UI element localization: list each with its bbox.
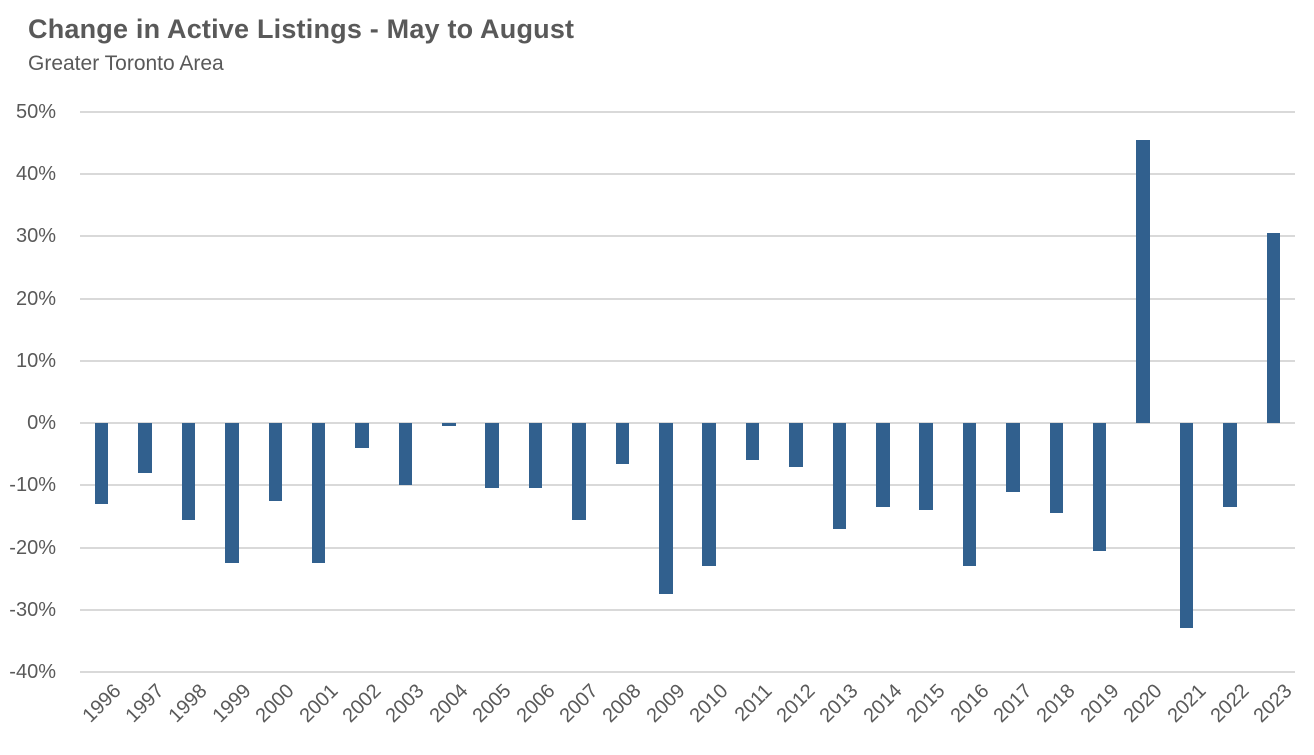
x-tick-label: 2000 (251, 680, 299, 728)
bar-2007 (572, 423, 586, 520)
x-tick-label: 2019 (1076, 680, 1124, 728)
x-tick-label: 1997 (121, 680, 169, 728)
y-tick-label: -30% (9, 598, 56, 621)
x-tick-label: 2009 (642, 680, 690, 728)
bar-2005 (485, 423, 499, 489)
x-tick-label: 2014 (859, 680, 907, 728)
bar-2021 (1179, 423, 1194, 629)
plot-area (80, 111, 1295, 673)
gridline--30% (80, 608, 1295, 611)
x-tick-label: 2003 (381, 680, 429, 728)
x-tick-label: 2010 (685, 680, 733, 728)
bar-2011 (745, 423, 760, 461)
x-tick-label: 2015 (902, 680, 950, 728)
x-tick-label: 2013 (815, 680, 863, 728)
bar-1997 (138, 423, 152, 473)
bar-1996 (94, 423, 109, 504)
gridline-30% (80, 235, 1295, 238)
bar-2020 (1136, 140, 1150, 424)
x-tick-label: 2008 (598, 680, 646, 728)
bar-1999 (225, 423, 239, 564)
bar-2018 (1049, 423, 1064, 514)
gridline-0% (80, 422, 1295, 425)
bar-2013 (832, 423, 847, 529)
y-tick-label: -10% (9, 474, 56, 497)
bar-2006 (528, 423, 543, 489)
gridline--40% (80, 671, 1295, 673)
x-tick-label: 2021 (1163, 680, 1211, 728)
y-tick-label: 30% (15, 225, 56, 248)
y-tick-label: 20% (15, 287, 56, 310)
gridline-50% (80, 111, 1295, 113)
x-tick-label: 1996 (78, 680, 126, 728)
bar-2001 (311, 423, 326, 564)
x-tick-label: 2020 (1119, 680, 1167, 728)
bar-2023 (1266, 233, 1281, 424)
bar-2010 (702, 423, 716, 567)
bar-2012 (789, 423, 803, 467)
x-tick-label: 1998 (165, 680, 213, 728)
x-tick-label: 2006 (512, 680, 560, 728)
gridline-20% (80, 297, 1295, 300)
bar-2009 (659, 423, 673, 595)
gridline--20% (80, 546, 1295, 549)
gridline--10% (80, 484, 1295, 487)
bar-2017 (1006, 423, 1020, 492)
y-axis-labels: 50% 40% 30% 20% 10% 0% -10% -20% -30% -40% (0, 101, 56, 683)
bar-2008 (615, 423, 630, 464)
gridline-10% (80, 359, 1295, 362)
y-tick-label: 0% (27, 412, 56, 435)
bar-2014 (876, 423, 890, 508)
bar-2016 (962, 423, 977, 567)
gridline-40% (80, 173, 1295, 176)
chart-subtitle: Greater Toronto Area (28, 52, 224, 75)
x-tick-label: 2012 (772, 680, 820, 728)
bar-2003 (398, 423, 413, 486)
chart-title: Change in Active Listings - May to Augus… (28, 14, 575, 44)
bar-2022 (1223, 423, 1237, 508)
x-tick-label: 2022 (1206, 680, 1254, 728)
y-tick-label: 10% (15, 349, 56, 372)
x-tick-label: 2004 (425, 680, 473, 728)
x-tick-label: 2007 (555, 680, 603, 728)
x-tick-label: 2005 (468, 680, 516, 728)
x-tick-label: 1999 (208, 680, 256, 728)
x-tick-label: 2002 (338, 680, 386, 728)
y-tick-label: 40% (15, 163, 56, 186)
bar-1998 (181, 423, 196, 520)
x-tick-label: 2016 (946, 680, 994, 728)
bar-2015 (919, 423, 933, 511)
x-tick-label: 2017 (989, 680, 1037, 728)
y-tick-label: 50% (15, 101, 56, 123)
x-tick-label: 2011 (730, 680, 777, 726)
x-tick-label: 2001 (295, 680, 343, 728)
bar-2004 (442, 423, 456, 427)
x-tick-label: 2023 (1249, 680, 1297, 728)
bar-2000 (268, 423, 283, 501)
bar-2019 (1092, 423, 1107, 551)
bar-2002 (355, 423, 369, 448)
x-tick-label: 2018 (1032, 680, 1080, 728)
y-tick-label: -20% (9, 536, 56, 559)
y-tick-label: -40% (9, 661, 56, 683)
